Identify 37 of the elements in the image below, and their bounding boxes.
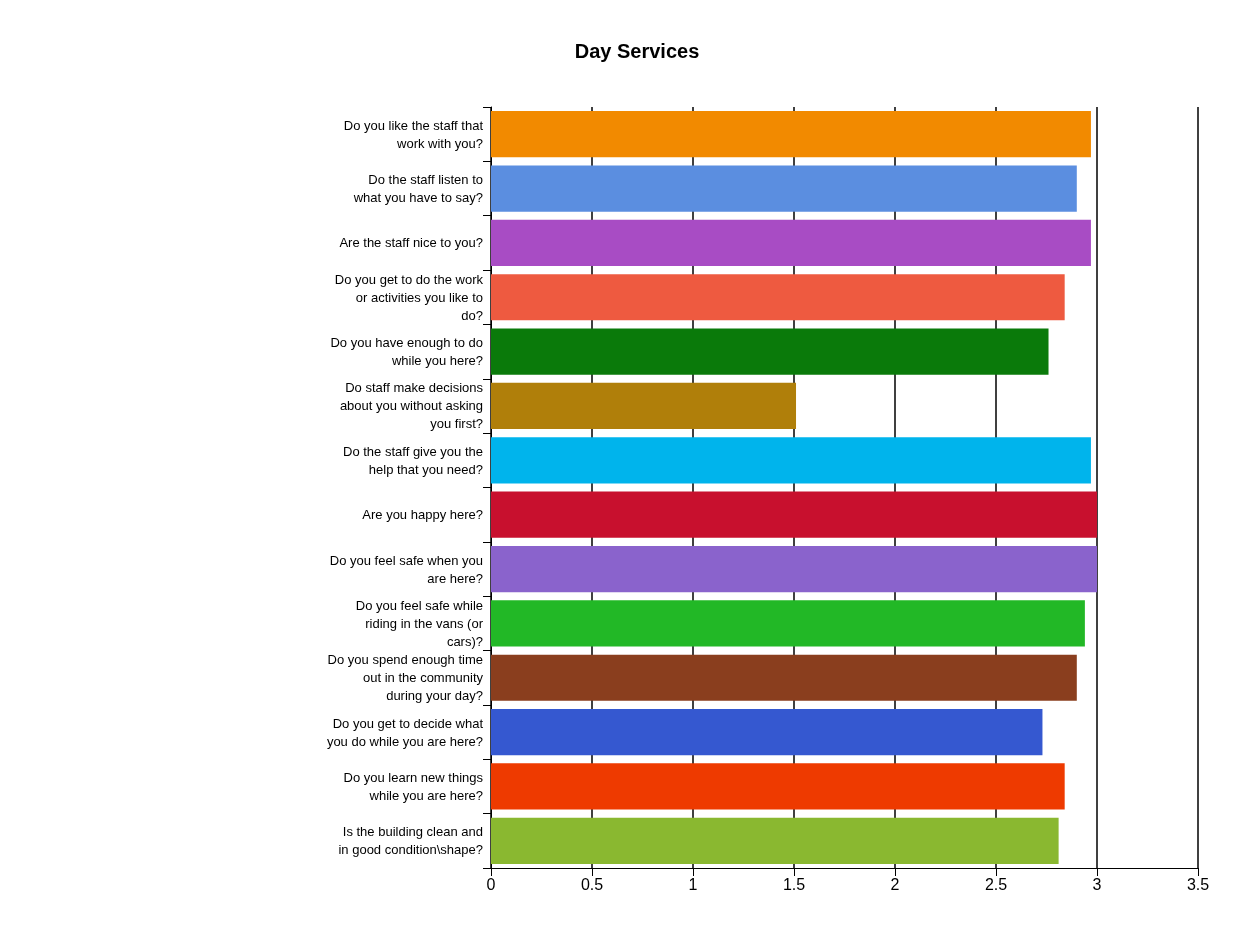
chart-title: Day Services (574, 40, 700, 62)
y-tick-label: Do you learn new things while you are here? (343, 769, 484, 803)
y-tick-label: Do you get to do the work or activities you like to do? (334, 271, 484, 323)
bar (491, 654, 1077, 701)
y-tick-label: Do the staff give you the help that you need? (343, 443, 483, 477)
bar (491, 817, 1059, 864)
y-tick-label: Do staff make decisions about you without asking you first? (339, 380, 484, 432)
bar (491, 709, 1043, 756)
bar (491, 763, 1065, 810)
y-tick-label: Do you feel safe while riding in the vans (or cars)? (355, 597, 484, 649)
bar (491, 165, 1077, 212)
bar (491, 382, 797, 430)
x-tick-label: 2 (890, 875, 900, 893)
bar (491, 111, 1091, 158)
y-tick-label: Are you happy here? (362, 507, 483, 523)
y-tick-label: Do the staff listen to what you have to say? (352, 172, 483, 206)
bar (491, 274, 1065, 321)
y-tick-label: Are the staff nice to you? (339, 235, 483, 251)
bar (491, 491, 1097, 538)
bar (491, 600, 1085, 647)
bar (491, 437, 1091, 484)
y-tick-label: Do you get to decide what you do while you are here? (326, 715, 484, 749)
x-tick-label: 3.5 (1186, 875, 1210, 893)
x-tick-label: 1.5 (782, 875, 806, 893)
x-tick-label: 1 (688, 875, 698, 893)
bar (491, 219, 1091, 266)
x-tick-label: 0 (486, 875, 496, 893)
y-tick-label: Do you like the staff that work with you? (343, 117, 484, 151)
y-tick-label: Do you spend enough time out in the community during your day? (327, 652, 484, 704)
x-tick-label: 0.5 (580, 875, 604, 893)
x-tick-label: 2.5 (984, 875, 1008, 893)
x-tick-label: 3 (1092, 875, 1102, 893)
bar (491, 328, 1049, 375)
y-tick-label: Is the building clean and in good condition\shape? (338, 824, 483, 858)
y-tick-label: Do you have enough to do while you here? (330, 335, 483, 369)
y-tick-label: Do you feel safe when you are here? (329, 552, 483, 586)
bar (491, 545, 1097, 593)
